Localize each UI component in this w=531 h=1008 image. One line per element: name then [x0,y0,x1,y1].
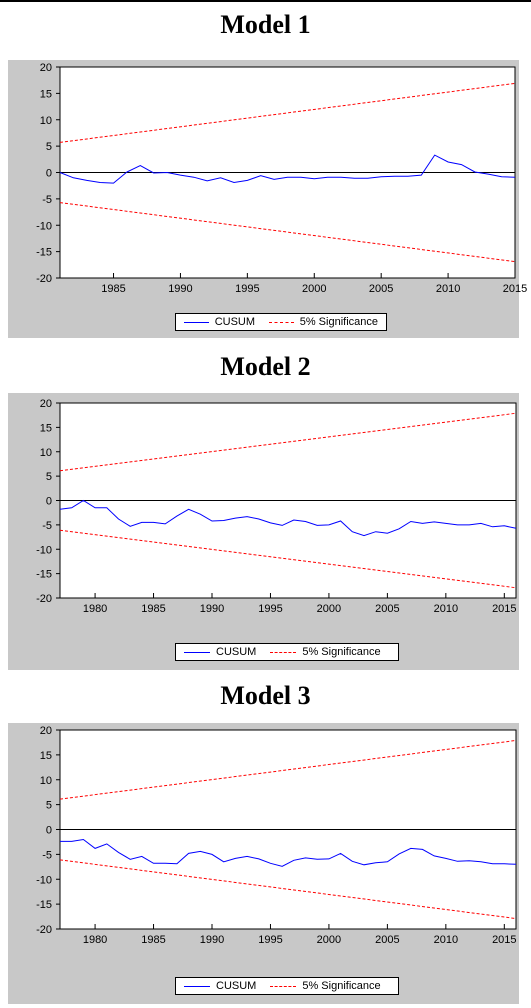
lower-significance-line [59,202,516,263]
x-tick-label: 2000 [317,603,341,615]
x-tick-label: 1980 [83,603,107,615]
x-tick-label: 2000 [302,283,326,295]
x-tick-label: 2015 [503,283,527,295]
y-tick-label: 20 [40,398,52,410]
x-tick-label: 2010 [436,283,460,295]
y-tick-label: 0 [46,825,52,837]
cusum-line [59,499,517,537]
y-tick-label: 5 [46,800,52,812]
cusum-line [60,838,517,867]
y-tick-label: -15 [36,569,52,581]
legend-model-2: CUSUM 5% Significance [175,643,399,661]
x-tick-label: 1990 [200,934,224,946]
y-tick-label: 15 [40,750,52,762]
chart-panel-model-1: 20 15 10 5 0 -5 -10 -15 -20 1985 1990 1995 2000 2005 2… [8,60,527,338]
y-tick-label: 10 [40,115,52,127]
x-tick-label: 1985 [141,934,165,946]
y-tick-label: 20 [40,725,52,737]
x-tick-label: 1995 [258,934,282,946]
cusum-legend-swatch [184,321,209,323]
x-tick-label: 2010 [434,603,458,615]
y-tick-label: 0 [46,496,52,508]
x-tick-label: 1995 [235,283,259,295]
x-tick-label: 2005 [375,934,399,946]
y-tick-label: -10 [36,544,52,556]
cusum-legend-label: CUSUM [216,980,257,992]
x-tick-label: 2015 [492,603,516,615]
upper-significance-line [59,412,517,472]
chart-panel-model-3: 20 15 10 5 0 -5 -10 -15 -20 1980 1985 1990 1995 2000 2… [8,723,519,1004]
chart-title-model-1: Model 1 [220,10,311,39]
y-tick-label: -5 [42,194,52,206]
x-tick-label: 1985 [141,603,165,615]
chart-title-model-2: Model 2 [220,352,311,381]
y-tick-label: 5 [46,471,52,483]
y-tick-label: -5 [42,849,52,861]
upper-significance-line [59,82,516,143]
top-rule [0,0,531,2]
y-tick-label: 5 [46,141,52,153]
x-tick-label: 1985 [101,283,125,295]
x-tick-label: 1990 [200,603,224,615]
legend-model-3: CUSUM 5% Significance [175,977,399,995]
legend-model-1: CUSUM 5% Significance [175,313,387,331]
y-tick-label: -20 [36,273,52,285]
y-tick-label: -20 [36,593,52,605]
bounds-legend-label: 5% Significance [299,316,378,328]
cusum-legend-swatch [184,651,210,653]
y-tick-label: -5 [42,520,52,532]
y-tick-label: -10 [36,874,52,886]
x-tick-label: 2010 [434,934,458,946]
y-tick-label: -10 [36,220,52,232]
y-tick-label: 0 [46,168,52,180]
y-tick-label: 15 [40,422,52,434]
x-tick-label: 1980 [83,934,107,946]
bounds-legend-label: 5% Significance [302,646,381,658]
x-tick-label: 2000 [317,934,341,946]
cusum-legend-label: CUSUM [216,646,257,658]
x-tick-label: 1995 [258,603,282,615]
bounds-legend-swatch [269,321,294,323]
cusum-line [59,154,516,184]
chart-title-model-3: Model 3 [220,681,311,710]
y-tick-label: 20 [40,62,52,74]
cusum-legend-swatch [184,985,210,987]
lower-significance-line [59,859,517,920]
y-tick-label: 15 [40,88,52,100]
x-tick-label: 2005 [375,603,399,615]
x-tick-label: 1990 [168,283,192,295]
upper-significance-line [59,739,517,800]
y-tick-label: -15 [36,899,52,911]
bounds-legend-swatch [270,985,297,987]
bounds-legend-label: 5% Significance [302,980,381,992]
bounds-legend-swatch [270,651,297,653]
lower-significance-line [59,529,517,589]
y-tick-label: -15 [36,247,52,259]
cusum-legend-label: CUSUM [214,316,256,328]
y-tick-label: -20 [36,924,52,936]
x-tick-label: 2015 [492,934,516,946]
y-tick-label: 10 [40,447,52,459]
x-tick-label: 2005 [369,283,393,295]
chart-panel-model-2: 20 15 10 5 0 -5 -10 -15 -20 1980 1985 1990 1995 2000 2… [8,393,519,670]
y-tick-label: 10 [40,775,52,787]
